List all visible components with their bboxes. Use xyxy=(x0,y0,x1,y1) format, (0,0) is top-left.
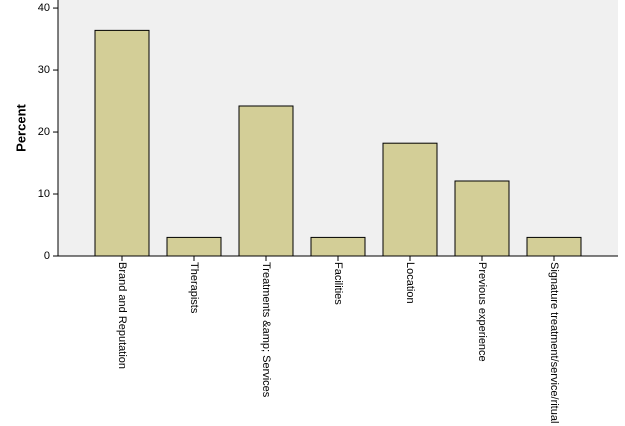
y-axis-label: Percent xyxy=(13,103,28,151)
bar xyxy=(454,180,510,257)
x-tick-label: Location xyxy=(404,262,416,304)
x-tick-label: Signature treatment/service/ritual xyxy=(548,262,560,423)
bar xyxy=(238,105,294,257)
bar xyxy=(166,236,222,257)
plot-background xyxy=(58,0,618,256)
x-tick-label: Therapists xyxy=(188,262,200,314)
x-tick-label: Facilities xyxy=(332,262,344,305)
bar xyxy=(382,142,438,257)
y-tick-label: 30 xyxy=(38,64,50,76)
x-tick-label: Brand and Reputation xyxy=(116,262,128,369)
x-tick-label: Previous experience xyxy=(476,262,488,362)
x-tick-label: Treatments &amp; Services xyxy=(260,262,272,398)
y-tick-label: 0 xyxy=(44,250,50,262)
bar xyxy=(94,29,150,257)
y-tick-label: 20 xyxy=(38,126,50,138)
bar xyxy=(310,236,366,257)
y-tick-label: 40 xyxy=(38,2,50,14)
bar xyxy=(526,236,582,257)
y-tick-label: 10 xyxy=(38,188,50,200)
